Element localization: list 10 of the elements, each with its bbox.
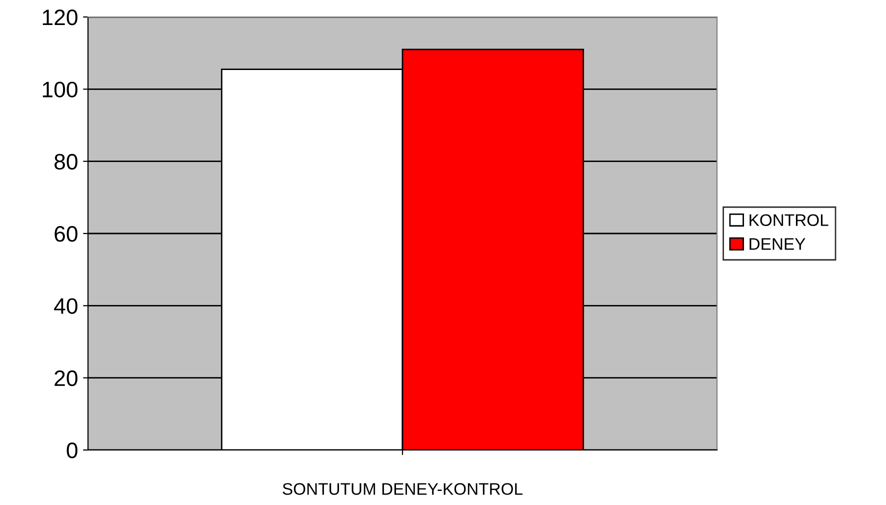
legend-label: KONTROL [750, 214, 828, 226]
y-tick-label: 100 [42, 82, 78, 98]
y-tick-label: 80 [54, 154, 78, 170]
y-tick-label: 0 [66, 442, 78, 458]
y-tick-label: 20 [54, 370, 78, 386]
legend-label: DENEY [750, 238, 806, 250]
y-tick-label: 40 [54, 298, 78, 314]
x-tick-label: SONTUTUM DENEY-KONTROL [282, 483, 522, 495]
y-tick-label: 120 [42, 10, 78, 26]
y-tick-label: 60 [54, 226, 78, 242]
